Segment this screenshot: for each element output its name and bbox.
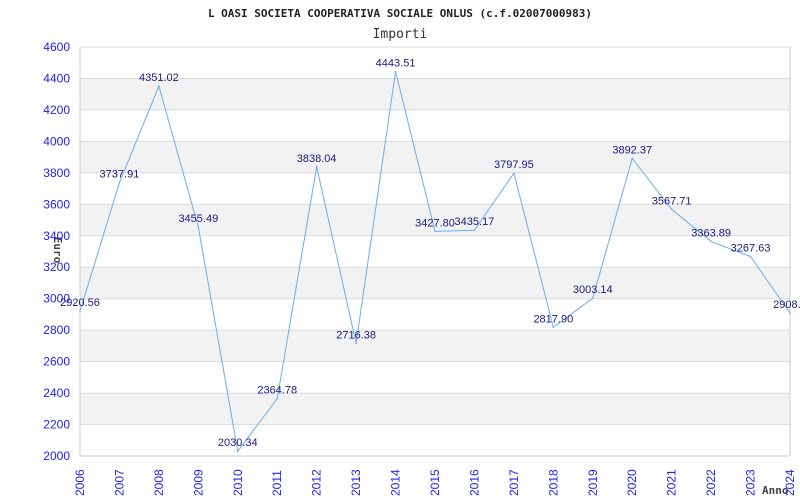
data-label: 3435.17 (455, 216, 495, 228)
data-point (236, 450, 239, 453)
data-label: 3455.49 (178, 213, 218, 225)
y-tick-label: 3000 (43, 292, 70, 306)
y-tick-label: 4000 (43, 134, 70, 148)
y-tick-label: 4600 (43, 40, 70, 54)
data-label: 2364.78 (257, 385, 297, 397)
data-label: 4443.51 (376, 58, 416, 70)
data-label: 2030.34 (218, 437, 258, 449)
y-tick-label: 2600 (43, 355, 70, 369)
data-point (197, 226, 200, 228)
data-label: 3427.80 (415, 217, 455, 229)
data-label: 3567.71 (652, 195, 692, 207)
y-tick-label: 2400 (43, 386, 70, 400)
grid-band (80, 78, 790, 110)
data-label: 2716.38 (336, 329, 376, 341)
data-point (789, 312, 791, 314)
chart-title: L OASI SOCIETA COOPERATIVA SOCIALE ONLUS… (208, 7, 592, 20)
y-tick-label: 4200 (43, 103, 70, 117)
grid-band (80, 141, 790, 173)
x-tick-label: 2013 (349, 469, 363, 496)
chart-subtitle: Importi (373, 27, 428, 42)
x-tick-label: 2008 (152, 469, 166, 496)
x-tick-label: 2023 (744, 469, 758, 496)
x-tick-label: 2012 (310, 469, 324, 496)
data-point (552, 326, 555, 329)
data-label: 3838.04 (297, 153, 337, 165)
x-tick-label: 2009 (191, 469, 205, 496)
x-tick-label: 2019 (586, 469, 600, 496)
x-tick-label: 2020 (625, 469, 639, 496)
data-point (158, 85, 160, 87)
data-point (710, 240, 712, 243)
data-label: 3363.89 (691, 227, 731, 239)
data-point (513, 172, 515, 174)
grid-band (80, 267, 790, 299)
data-point (79, 310, 81, 312)
data-label: 3267.63 (731, 243, 771, 255)
data-label: 2817.90 (533, 313, 573, 325)
data-point (591, 297, 594, 299)
data-point (434, 230, 436, 233)
y-tick-label: 2800 (43, 323, 70, 337)
y-tick-label: 3600 (43, 197, 70, 211)
x-tick-label: 2024 (783, 469, 797, 496)
y-tick-label: 3400 (43, 229, 70, 243)
data-label: 2920.56 (60, 297, 100, 309)
y-tick-label: 4400 (43, 71, 70, 85)
x-tick-label: 2006 (73, 469, 87, 496)
x-tick-label: 2010 (231, 469, 245, 496)
data-point (749, 255, 752, 258)
x-tick-label: 2007 (112, 469, 126, 496)
x-tick-label: 2022 (704, 469, 718, 496)
y-tick-label: 3800 (43, 166, 70, 180)
data-label: 2908.3 (773, 299, 800, 311)
y-tick-label: 2000 (43, 449, 70, 463)
x-tick-label: 2017 (507, 469, 521, 496)
grid-band (80, 393, 790, 425)
data-label: 3892.37 (612, 144, 652, 156)
data-label: 3003.14 (573, 284, 613, 296)
data-point (670, 208, 673, 211)
x-tick-label: 2015 (428, 469, 442, 496)
x-tick-label: 2011 (270, 470, 284, 496)
x-tick-label: 2021 (665, 469, 679, 496)
data-label: 3797.95 (494, 159, 534, 171)
data-label: 3737.91 (100, 169, 140, 181)
data-point (118, 181, 121, 184)
data-point (355, 342, 357, 345)
data-point (315, 166, 318, 168)
y-axis-label: Euro (51, 237, 64, 264)
x-tick-label: 2014 (389, 469, 403, 496)
data-point (631, 157, 634, 160)
x-tick-label: 2018 (546, 469, 560, 496)
y-tick-label: 2200 (43, 418, 70, 432)
x-tick-label: 2016 (467, 469, 481, 496)
grid-band (80, 330, 790, 362)
data-point (394, 70, 397, 73)
data-point (473, 229, 476, 232)
data-label: 4351.02 (139, 72, 179, 84)
y-tick-label: 3200 (43, 260, 70, 274)
x-axis-label: Anno (762, 484, 789, 497)
data-point (276, 397, 279, 400)
